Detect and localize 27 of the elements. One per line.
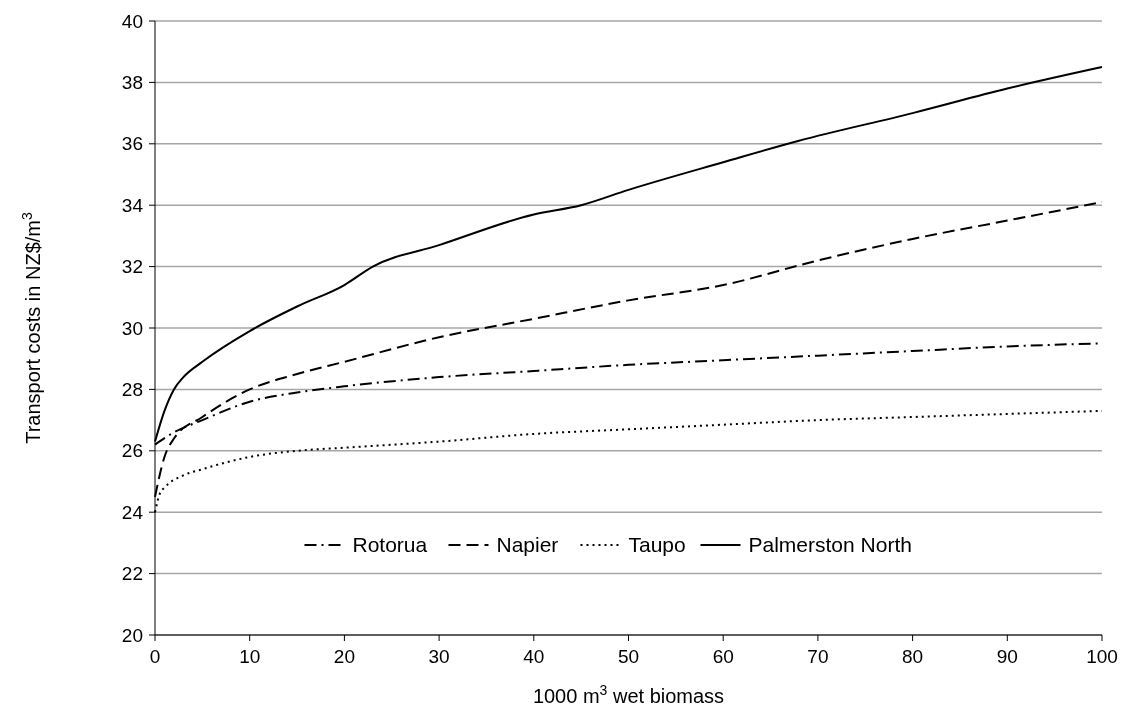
x-tick-label: 90 bbox=[996, 646, 1018, 667]
x-axis-title: 1000 m$^{3}$ wet biomass bbox=[532, 682, 725, 707]
y-tick-label: 30 bbox=[121, 317, 143, 339]
x-tick-label: 80 bbox=[902, 646, 924, 667]
x-tick-label: 40 bbox=[523, 646, 545, 667]
x-tick-label: 10 bbox=[239, 646, 261, 667]
x-tick-label: 100 bbox=[1086, 646, 1118, 667]
y-tick-label: 40 bbox=[121, 10, 143, 32]
y-tick-label: 38 bbox=[121, 72, 143, 94]
y-tick-label: 34 bbox=[121, 194, 144, 216]
y-tick-label: 28 bbox=[121, 379, 143, 401]
legend-label: Rotorua bbox=[352, 533, 428, 557]
y-tick-label: 26 bbox=[121, 440, 143, 462]
y-tick-label: 24 bbox=[121, 501, 144, 523]
legend-label: Napier bbox=[496, 533, 559, 557]
y-tick-label: 22 bbox=[121, 563, 143, 585]
y-tick-label: 36 bbox=[121, 133, 143, 155]
x-tick-label: 0 bbox=[149, 646, 161, 667]
x-tick-label: 60 bbox=[712, 646, 734, 667]
y-tick-label: 32 bbox=[121, 256, 143, 278]
legend-label: Taupo bbox=[628, 533, 686, 557]
x-tick-label: 70 bbox=[807, 646, 829, 667]
x-tick-label: 20 bbox=[333, 646, 355, 667]
x-tick-label: 50 bbox=[617, 646, 640, 667]
legend-label: Palmerston North bbox=[748, 533, 912, 557]
x-tick-label: 30 bbox=[428, 646, 450, 667]
y-tick-label: 20 bbox=[121, 624, 143, 646]
